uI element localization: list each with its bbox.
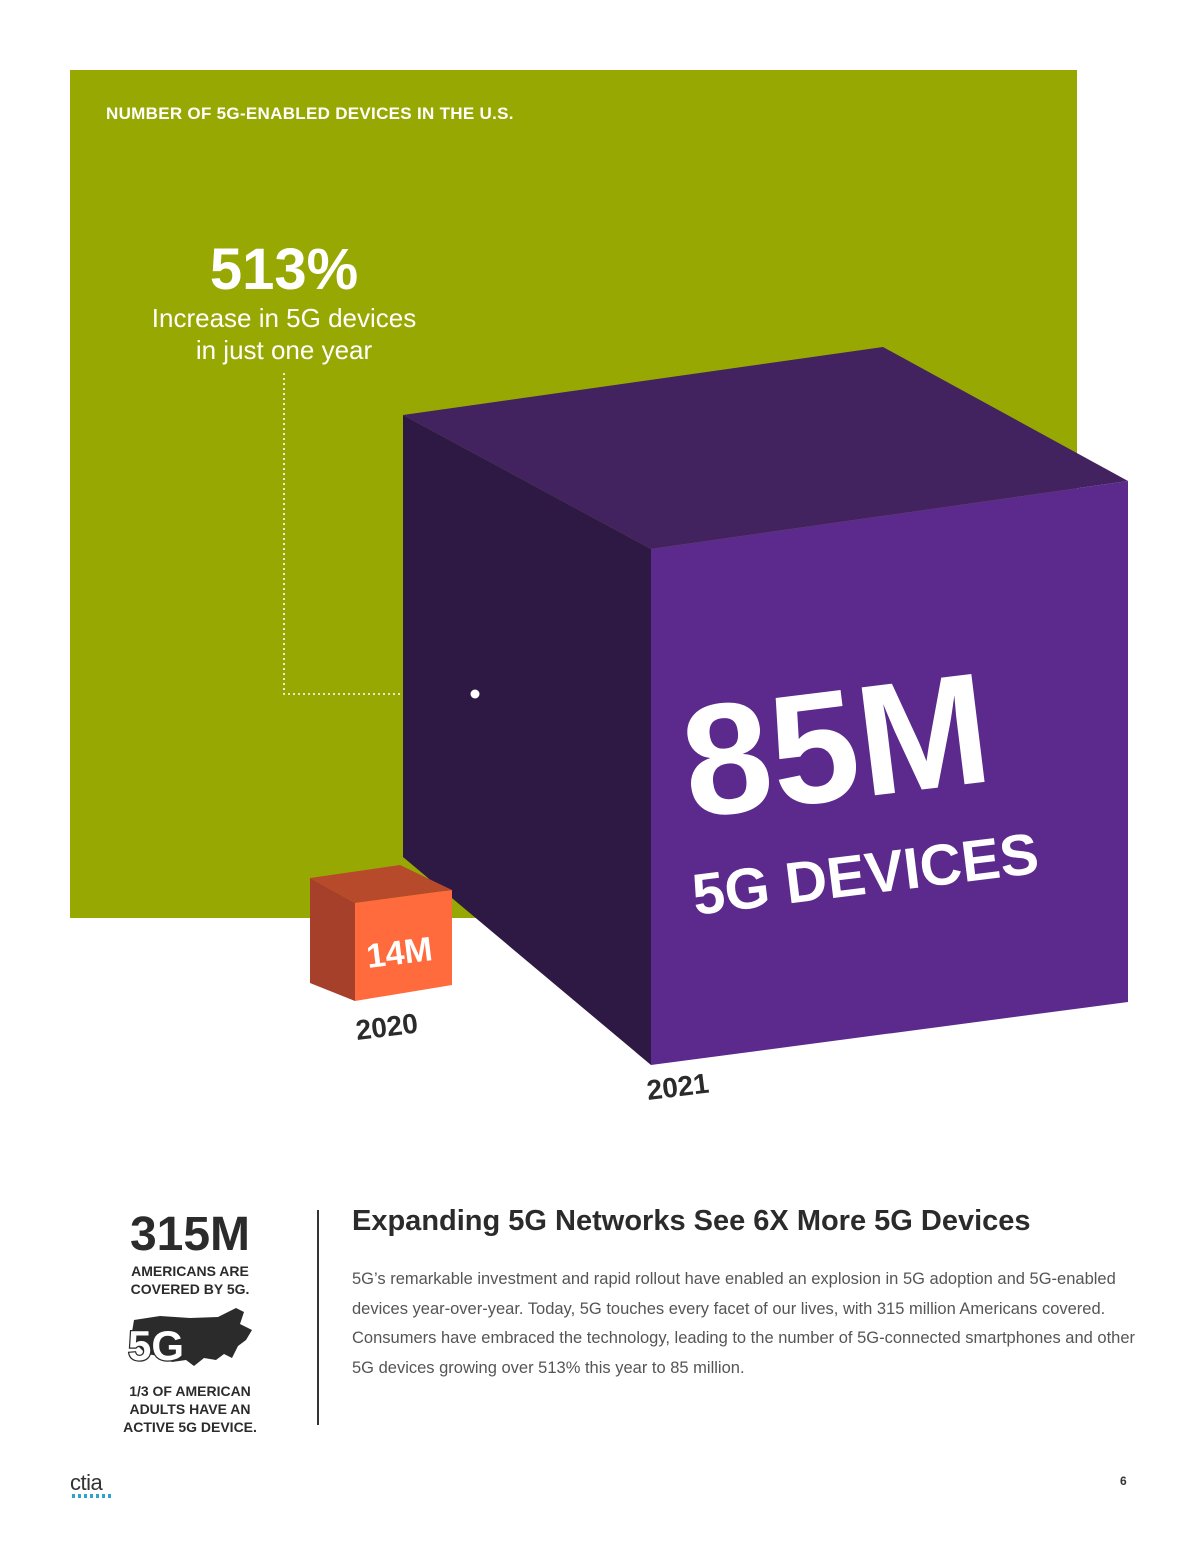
- vertical-divider: [317, 1210, 319, 1425]
- cube-2021-side: [403, 415, 651, 1065]
- increase-caption: Increase in 5G devices in just one year: [151, 303, 417, 365]
- coverage-sidebar: 315M AMERICANS ARE COVERED BY 5G. 5G 1/3…: [100, 1208, 280, 1436]
- cube-2021-front: [651, 481, 1128, 1065]
- chart-title: NUMBER OF 5G-ENABLED DEVICES IN THE U.S.: [106, 104, 514, 123]
- logo-dots: [72, 1494, 114, 1498]
- cube-2020-front: [355, 890, 452, 1001]
- covered-americans-number: 315M: [129, 1208, 251, 1261]
- cube-2021-top: [403, 347, 1128, 549]
- ctia-logo: ctia: [70, 1470, 103, 1495]
- us-map-icon: 5G: [127, 1308, 252, 1370]
- increase-percent: 513%: [209, 237, 359, 302]
- article-body: 5G’s remarkable investment and rapid rol…: [352, 1270, 1136, 1377]
- cube-2021: [403, 347, 1128, 1065]
- cube-2020-side: [310, 878, 355, 1001]
- bar-2021-value: 85M: [673, 640, 1000, 852]
- article-title: Expanding 5G Networks See 6X More 5G Dev…: [352, 1205, 1031, 1237]
- leader-line: [283, 373, 474, 695]
- cube-2020: [310, 865, 452, 1001]
- active-device-text: 1/3 OF AMERICAN ADULTS HAVE AN ACTIVE 5G…: [123, 1383, 257, 1435]
- cube-2020-top: [310, 865, 452, 903]
- leader-dot: [470, 689, 480, 699]
- bar-2021-year: 2021: [645, 1068, 711, 1106]
- page-number: 6: [1120, 1474, 1127, 1488]
- 5g-icon-label: 5G: [128, 1322, 184, 1369]
- device-cubes-graphic: 85M 5G DEVICES 14M 2020 2021: [283, 347, 1128, 1106]
- bar-2020-value: 14M: [364, 930, 434, 976]
- bar-2020-year: 2020: [354, 1008, 420, 1046]
- covered-americans-text: AMERICANS ARE COVERED BY 5G.: [130, 1263, 250, 1297]
